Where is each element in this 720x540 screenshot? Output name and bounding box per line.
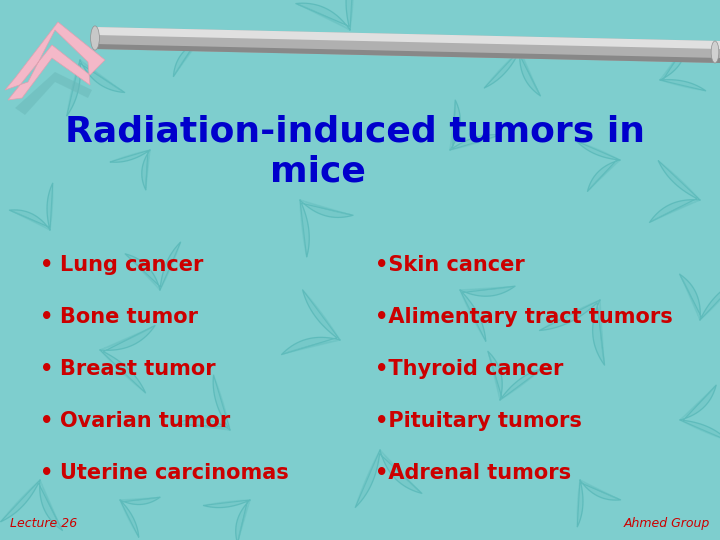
Text: •Adrenal tumors: •Adrenal tumors xyxy=(375,463,571,483)
Ellipse shape xyxy=(91,26,99,50)
Ellipse shape xyxy=(711,41,719,63)
Polygon shape xyxy=(680,274,720,320)
Polygon shape xyxy=(450,100,500,150)
Polygon shape xyxy=(355,450,422,508)
Polygon shape xyxy=(577,480,621,527)
Text: Bone tumor: Bone tumor xyxy=(60,307,198,327)
Text: •: • xyxy=(40,255,53,275)
Text: Breast tumor: Breast tumor xyxy=(60,359,215,379)
Text: Lung cancer: Lung cancer xyxy=(60,255,203,275)
Polygon shape xyxy=(1,480,63,530)
Text: •: • xyxy=(40,463,53,483)
Polygon shape xyxy=(300,200,354,257)
Text: mice: mice xyxy=(270,155,366,189)
Polygon shape xyxy=(660,43,706,91)
Polygon shape xyxy=(203,500,250,540)
Polygon shape xyxy=(488,351,542,400)
Polygon shape xyxy=(95,27,720,63)
Text: Radiation-induced tumors in: Radiation-induced tumors in xyxy=(65,115,645,149)
Polygon shape xyxy=(296,0,354,30)
Polygon shape xyxy=(175,375,230,430)
Polygon shape xyxy=(95,27,720,49)
Polygon shape xyxy=(282,290,340,355)
Polygon shape xyxy=(15,72,92,115)
Text: •Alimentary tract tumors: •Alimentary tract tumors xyxy=(375,307,672,327)
Text: Lecture 26: Lecture 26 xyxy=(10,517,77,530)
Polygon shape xyxy=(100,326,155,393)
Polygon shape xyxy=(9,183,53,230)
Polygon shape xyxy=(95,44,720,63)
Polygon shape xyxy=(5,22,105,100)
Polygon shape xyxy=(539,300,605,365)
Text: •: • xyxy=(40,411,53,431)
Polygon shape xyxy=(120,497,160,537)
Text: •Skin cancer: •Skin cancer xyxy=(375,255,525,275)
Polygon shape xyxy=(110,150,150,190)
Polygon shape xyxy=(67,60,125,116)
Polygon shape xyxy=(649,160,700,222)
Text: •Thyroid cancer: •Thyroid cancer xyxy=(375,359,563,379)
Text: •Pituitary tumors: •Pituitary tumors xyxy=(375,411,582,431)
Text: Ovarian tumor: Ovarian tumor xyxy=(60,411,230,431)
Text: Uterine carcinomas: Uterine carcinomas xyxy=(60,463,289,483)
Text: •: • xyxy=(40,359,53,379)
Polygon shape xyxy=(680,385,720,441)
Polygon shape xyxy=(577,141,620,192)
Polygon shape xyxy=(460,286,516,341)
Text: •: • xyxy=(40,307,53,327)
Polygon shape xyxy=(484,50,541,96)
Polygon shape xyxy=(154,29,200,77)
Text: Ahmed Group: Ahmed Group xyxy=(624,517,710,530)
Polygon shape xyxy=(125,242,181,290)
